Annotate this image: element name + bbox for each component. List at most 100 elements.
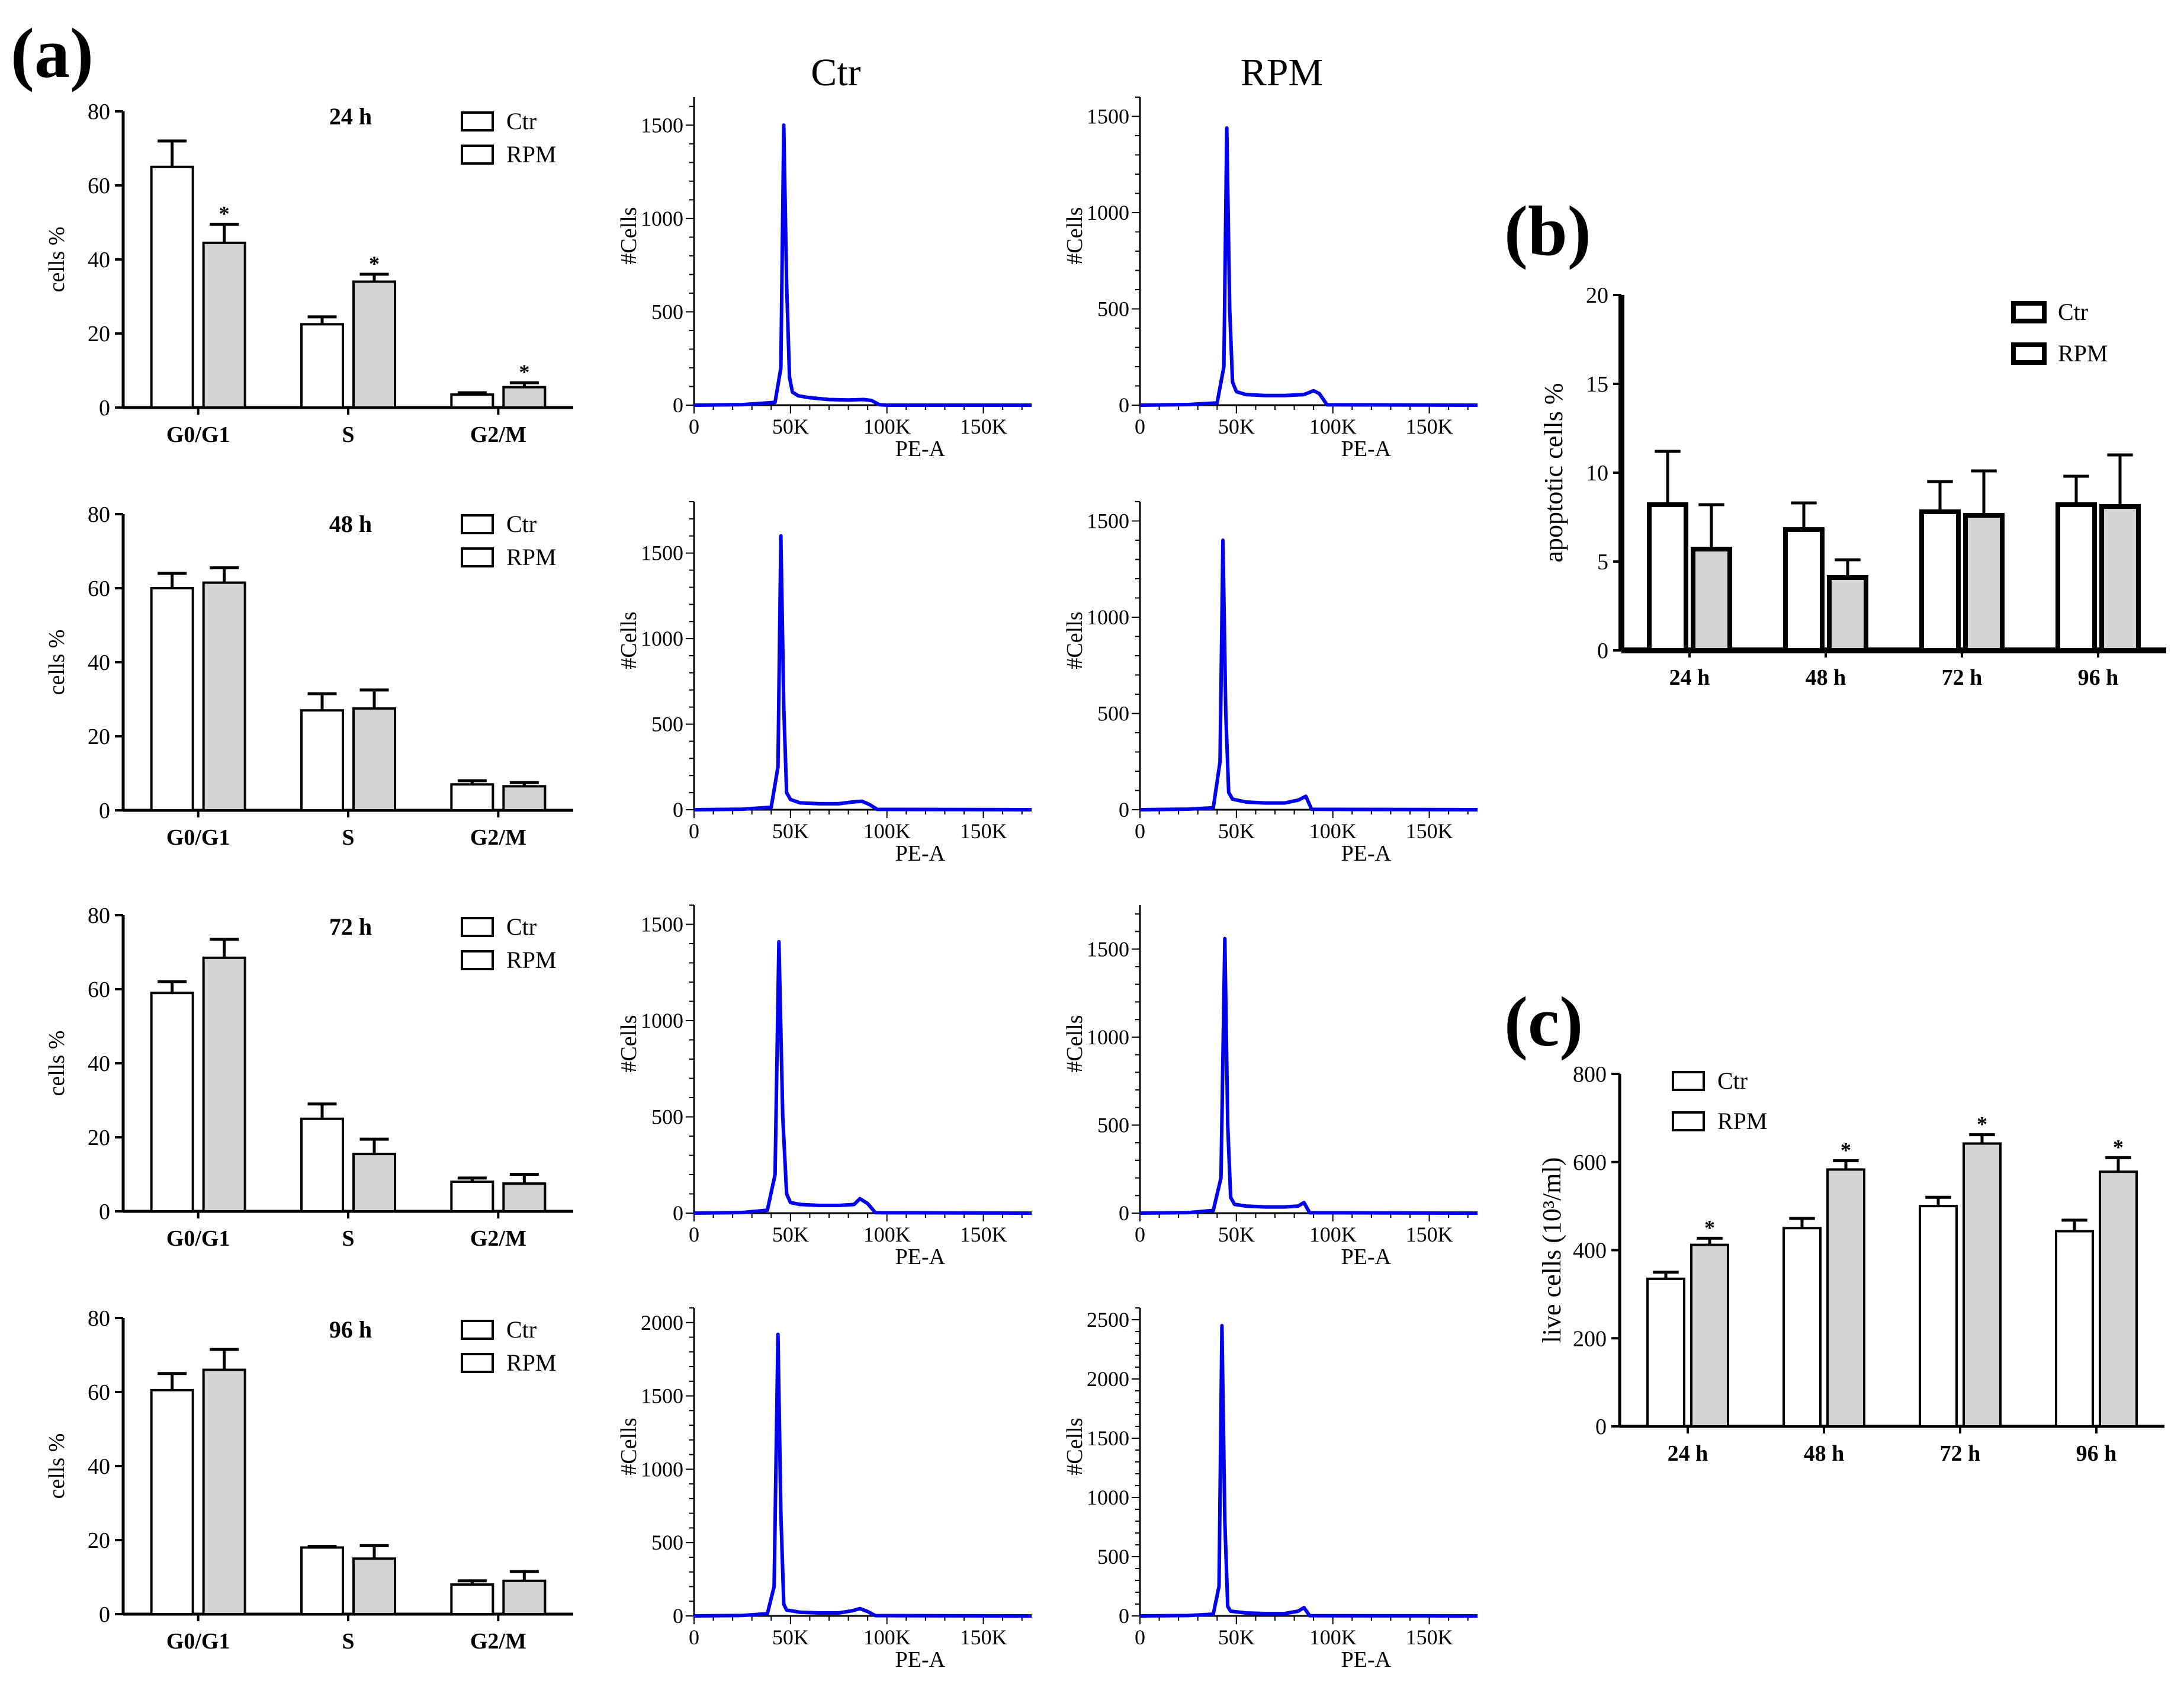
y-tick-label: 0 (99, 1199, 110, 1224)
x-tick-label: 96 h (2076, 1441, 2117, 1466)
y-tick-label: 5 (1597, 550, 1608, 575)
x-tick-label: 150K (960, 1223, 1007, 1246)
significance-mark: * (519, 360, 529, 384)
legend-swatch-ctr (461, 514, 494, 534)
legend-label-ctr: Ctr (2058, 299, 2088, 325)
y-tick-label: 80 (88, 1306, 110, 1331)
chart-h5: 0 50K 100K 150K 0 500 1000 1500 PE-A #Cells (616, 905, 1032, 1269)
y-tick-label: 500 (651, 713, 683, 736)
y-tick-label: 800 (1573, 1062, 1607, 1087)
x-axis-label: PE-A (1341, 1647, 1392, 1672)
y-axis-label: #Cells (1062, 611, 1087, 669)
bar-ctr (450, 783, 494, 812)
bar-rpm (1690, 1243, 1729, 1428)
bar-ctr (300, 1546, 344, 1615)
y-tick-label: 60 (88, 1380, 110, 1405)
chart-h7: 0 50K 100K 150K 0 500 1000 1500 2000 PE-A #Cells (616, 1307, 1032, 1672)
x-tick-label: 50K (1218, 819, 1255, 843)
x-tick-label: 150K (1406, 1625, 1453, 1649)
y-tick-label: 20 (88, 322, 110, 347)
bar-ctr (300, 323, 344, 409)
bar-rpm (202, 956, 246, 1213)
bar-ctr (1919, 509, 1961, 653)
y-tick-label: 200 (1573, 1326, 1607, 1351)
y-tick-label: 1000 (1087, 1025, 1129, 1049)
x-tick-label: G2/M (470, 1629, 526, 1654)
bar-ctr (150, 165, 194, 409)
y-tick-label: 500 (651, 300, 683, 323)
bar-rpm (502, 1579, 547, 1615)
y-axis-label: #Cells (1062, 207, 1087, 264)
y-tick-label: 1500 (641, 113, 683, 137)
legend-swatch-ctr (2011, 301, 2047, 323)
x-tick-label: 50K (1218, 415, 1255, 438)
x-tick-label: 50K (772, 819, 809, 843)
chart-title: Ctr (811, 51, 860, 94)
histogram-line (1139, 126, 1478, 407)
chart-a3: 0 20 40 60 80 G0/G1 S G2/M cells % 72 h Ctr RPM (44, 903, 573, 1251)
histogram-line (693, 1332, 1032, 1618)
bar-rpm (352, 280, 396, 409)
y-tick-label: 60 (88, 576, 110, 601)
y-tick-label: 0 (673, 393, 683, 417)
y-axis-label: apoptotic cells % (1539, 383, 1568, 562)
y-tick-label: 0 (99, 1602, 110, 1627)
y-tick-label: 0 (1597, 639, 1608, 663)
x-tick-label: 150K (1406, 1223, 1453, 1246)
y-tick-label: 1000 (641, 1009, 683, 1032)
bar-ctr (1782, 1227, 1822, 1428)
legend-label-ctr: Ctr (1717, 1067, 1748, 1094)
chart-h2: 0 50K 100K 150K 0 500 1000 1500 PE-A #Cells RPM (1062, 51, 1478, 461)
histogram-line (693, 534, 1032, 812)
bar-rpm (1963, 513, 2005, 653)
chart-title: 72 h (329, 913, 372, 940)
legend-label-rpm: RPM (506, 1349, 557, 1376)
x-tick-label: 96 h (2078, 665, 2119, 690)
y-tick-label: 80 (88, 903, 110, 928)
legend-label-rpm: RPM (1717, 1108, 1768, 1134)
x-tick-label: 150K (960, 415, 1007, 438)
legend-swatch-ctr (461, 917, 494, 937)
bar-rpm (1963, 1142, 2002, 1428)
x-axis-label: PE-A (1341, 1245, 1392, 1269)
y-axis-label: cells % (44, 227, 69, 293)
x-tick-label: S (342, 1226, 354, 1251)
x-tick-label: 0 (1135, 415, 1145, 438)
x-tick-label: G2/M (470, 1226, 526, 1251)
y-tick-label: 15 (1586, 372, 1608, 397)
y-tick-label: 1000 (641, 1457, 683, 1481)
bar-rpm (352, 707, 396, 812)
x-axis-label: PE-A (1341, 437, 1392, 461)
y-tick-label: 0 (99, 798, 110, 823)
x-tick-label: 0 (689, 819, 699, 843)
x-tick-label: 24 h (1669, 665, 1710, 690)
x-tick-label: 48 h (1806, 665, 1846, 690)
bar-ctr (1783, 527, 1825, 653)
histogram-line (693, 939, 1032, 1215)
x-tick-label: S (342, 422, 354, 447)
chart-h6: 0 50K 100K 150K 0 500 1000 1500 PE-A #Cells (1062, 905, 1478, 1269)
x-tick-label: 150K (960, 1625, 1007, 1649)
significance-mark: * (1841, 1138, 1851, 1162)
chart-a2: 0 20 40 60 80 G0/G1 S G2/M cells % 48 h Ctr RPM (44, 502, 573, 850)
legend-swatch-ctr (461, 111, 494, 132)
x-axis-label: PE-A (895, 1647, 946, 1672)
y-axis-label: live cells (10³/ml) (1537, 1157, 1566, 1343)
x-tick-label: 50K (1218, 1625, 1255, 1649)
y-tick-label: 20 (88, 724, 110, 749)
chart-title: 24 h (329, 103, 372, 130)
panel-label-c: (c) (1504, 982, 1583, 1061)
legend-swatch-rpm (461, 950, 494, 970)
x-tick-label: S (342, 825, 354, 850)
x-tick-label: 100K (1309, 415, 1357, 438)
y-axis-label: #Cells (1062, 1015, 1087, 1072)
y-tick-label: 1500 (1087, 105, 1129, 129)
bar-ctr (2055, 502, 2097, 653)
y-tick-label: 0 (673, 798, 683, 822)
significance-mark: * (369, 252, 380, 275)
y-tick-label: 1000 (1087, 1486, 1129, 1509)
bar-ctr (300, 709, 344, 812)
panel-label-a: (a) (11, 14, 94, 92)
y-tick-label: 2500 (1087, 1308, 1129, 1332)
y-tick-label: 1500 (641, 541, 683, 565)
